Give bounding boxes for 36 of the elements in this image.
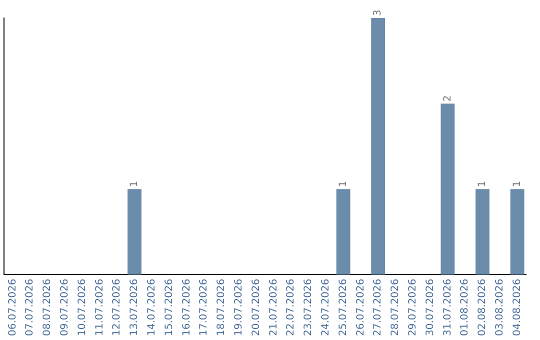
data-label: 3 [372,10,384,16]
x-tick-label: 09.07.2026 [59,278,70,336]
x-tick-label: 02.08.2026 [477,278,488,336]
x-tick-label: 11.07.2026 [94,278,106,336]
x-tick-label: 28.07.2026 [390,278,402,336]
x-tick-label: 15.07.2026 [164,278,175,336]
x-tick-label: 04.08.2026 [512,278,523,336]
data-label: 1 [338,180,349,188]
x-tick-label: 10.07.2026 [76,278,88,336]
x-tick-label: 01.08.2026 [460,278,471,336]
data-label: 1 [512,180,523,188]
x-tick-label: 21.07.2026 [268,278,280,336]
x-tick-label: 12.07.2026 [112,278,123,336]
data-label: 2 [442,95,454,102]
x-tick-label: 16.07.2026 [181,278,192,336]
x-tick-label: 26.07.2026 [355,278,366,336]
x-tick-label: 24.07.2026 [320,278,332,336]
x-tick-label: 07.07.2026 [24,278,36,336]
x-tick-label: 18.07.2026 [216,278,228,336]
x-tick-label: 06.07.2026 [7,278,18,336]
x-tick-label: 31.07.2026 [442,278,454,336]
data-label: 1 [129,180,140,188]
x-tick-label: 08.07.2026 [42,278,54,336]
x-tick-label: 25.07.2026 [338,278,349,336]
x-tick-label: 30.07.2026 [424,278,436,336]
x-tick-label: 17.07.2026 [198,278,210,336]
x-tick-label: 14.07.2026 [146,278,158,336]
x-tick-label: 27.07.2026 [372,278,384,336]
x-tick-label: 03.08.2026 [494,278,506,336]
data-label: 1 [477,180,488,188]
x-tick-label: 20.07.2026 [250,278,262,336]
x-tick-label: 23.07.2026 [303,278,314,336]
x-tick-label: 22.07.2026 [286,278,297,336]
x-tick-label: 19.07.2026 [233,278,244,336]
x-tick-label: 13.07.2026 [129,278,140,336]
x-tick-label: 29.07.2026 [407,278,418,336]
